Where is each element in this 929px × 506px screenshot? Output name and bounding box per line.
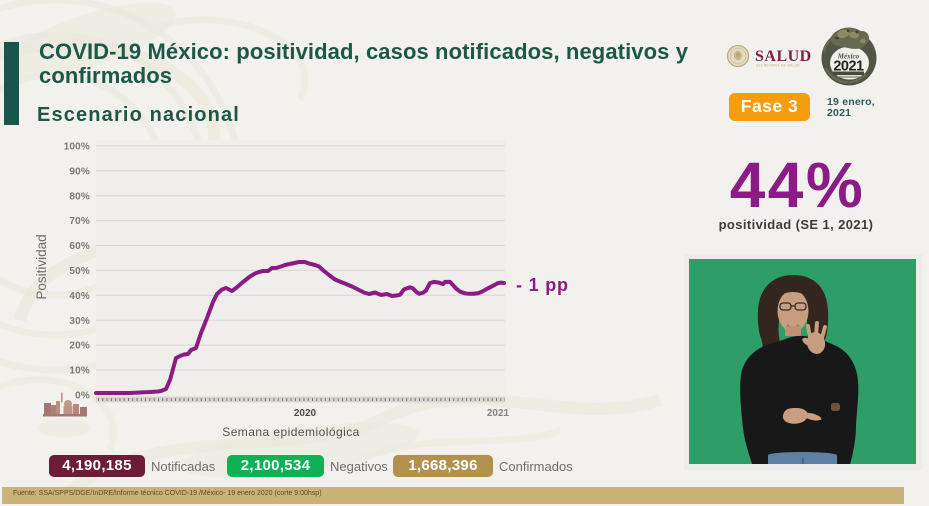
svg-text:20%: 20%: [69, 341, 90, 352]
svg-text:2020: 2020: [294, 408, 317, 419]
svg-text:40%: 40%: [69, 291, 90, 302]
svg-text:Positividad: Positividad: [34, 234, 49, 299]
svg-text:70%: 70%: [69, 216, 90, 227]
svg-text:SALUD: SALUD: [755, 48, 812, 65]
svg-text:10%: 10%: [69, 366, 90, 377]
svg-text:- 1 pp: - 1 pp: [516, 275, 569, 295]
svg-text:2021: 2021: [833, 59, 864, 75]
svg-text:30%: 30%: [69, 316, 90, 327]
svg-text:60%: 60%: [69, 241, 90, 252]
svg-text:50%: 50%: [69, 266, 90, 277]
svg-text:80%: 80%: [69, 191, 90, 202]
svg-text:Semana epidemiológica: Semana epidemiológica: [222, 425, 360, 439]
svg-text:90%: 90%: [69, 166, 90, 177]
svg-text:0%: 0%: [75, 391, 90, 402]
svg-text:SECRETARÍA DE SALUD: SECRETARÍA DE SALUD: [756, 63, 800, 67]
svg-text:México: México: [837, 53, 860, 61]
svg-text:2021: 2021: [487, 408, 510, 419]
svg-text:100%: 100%: [64, 142, 90, 153]
